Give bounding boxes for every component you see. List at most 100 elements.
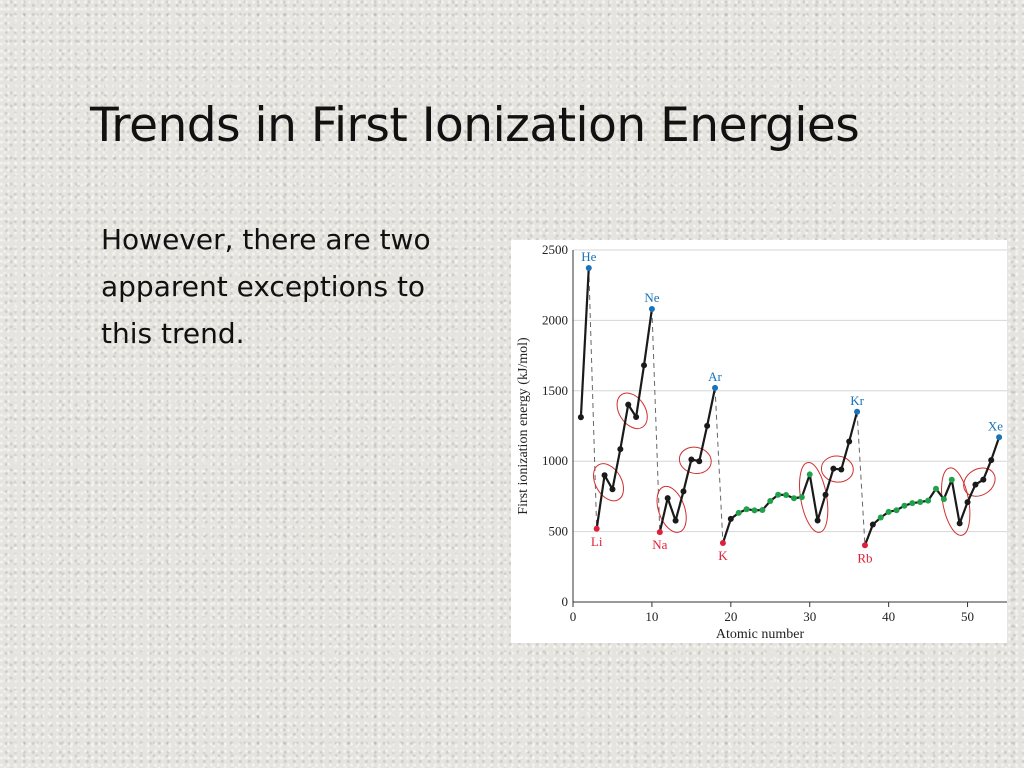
- y-tick-label: 2000: [542, 312, 568, 327]
- data-point: [719, 540, 726, 547]
- x-axis-label: Atomic number: [716, 627, 805, 642]
- element-label: K: [718, 548, 728, 563]
- data-point: [617, 446, 624, 453]
- exception-ring: [678, 446, 712, 475]
- data-point: [656, 529, 663, 536]
- data-point: [783, 491, 790, 498]
- series-line: [579, 267, 1001, 546]
- data-point: [948, 476, 955, 483]
- exception-rings: [593, 392, 996, 536]
- data-point: [727, 515, 734, 522]
- y-tick-label: 0: [562, 594, 569, 609]
- y-tick-label: 1000: [542, 453, 568, 468]
- data-point: [917, 499, 924, 506]
- element-label: Ar: [708, 369, 722, 384]
- data-point: [664, 495, 671, 502]
- exception-ring: [593, 463, 625, 502]
- data-point: [972, 481, 979, 488]
- data-point: [932, 485, 939, 492]
- data-point: [846, 438, 853, 445]
- series-segment: [595, 308, 653, 529]
- data-point: [775, 491, 782, 498]
- data-point: [838, 466, 845, 473]
- element-label: He: [581, 249, 596, 264]
- data-point: [696, 458, 703, 465]
- data-point: [767, 498, 774, 505]
- data-point: [593, 525, 600, 532]
- series-segment: [579, 267, 590, 418]
- data-point: [861, 542, 868, 549]
- data-point: [577, 414, 584, 421]
- exception-ring: [820, 455, 854, 483]
- exception-ring: [656, 485, 687, 533]
- data-point: [925, 497, 932, 504]
- x-tick-label: 10: [645, 609, 658, 624]
- ionization-energy-chart: 0 500 1000 1500 2000 2500 0 10 20 30 40 50 He Ne Ar Kr…: [511, 240, 1007, 643]
- element-label: Ne: [644, 290, 659, 305]
- x-tick-label: 30: [803, 609, 816, 624]
- data-point: [743, 506, 750, 513]
- x-tick-label: 40: [882, 609, 895, 624]
- gridlines: [573, 249, 1007, 533]
- data-point: [798, 494, 805, 501]
- drop-line: [588, 268, 598, 529]
- data-point: [688, 456, 695, 463]
- series-segment: [658, 387, 717, 533]
- x-tick-label: 20: [724, 609, 737, 624]
- exception-ring: [963, 467, 996, 497]
- data-point: [680, 488, 687, 495]
- data-point: [759, 507, 766, 514]
- data-point: [585, 265, 592, 272]
- y-axis-label: First ionization energy (kJ/mol): [516, 337, 531, 515]
- data-point: [601, 472, 608, 479]
- axes: 0 500 1000 1500 2000 2500 0 10 20 30 40 50: [542, 242, 1007, 624]
- data-point: [814, 517, 821, 524]
- data-point: [735, 509, 742, 516]
- data-point: [877, 514, 884, 521]
- data-point: [885, 508, 892, 515]
- y-tick-label: 1500: [542, 383, 568, 398]
- data-point: [609, 486, 616, 493]
- x-tick-label: 50: [961, 609, 974, 624]
- data-point: [712, 384, 719, 391]
- data-point: [901, 502, 908, 509]
- data-point: [909, 500, 916, 507]
- element-label: Rb: [857, 550, 872, 565]
- data-point: [996, 434, 1003, 441]
- data-point: [633, 413, 640, 420]
- data-point: [806, 471, 813, 478]
- element-label: Li: [591, 534, 603, 549]
- data-point: [869, 521, 876, 528]
- data-point: [893, 507, 900, 514]
- slide-title: Trends in First Ionization Energies: [90, 98, 860, 153]
- series-segment: [721, 411, 859, 544]
- data-point: [988, 457, 995, 464]
- data-point: [830, 465, 837, 472]
- data-point: [641, 362, 648, 369]
- x-tick-label: 0: [570, 609, 577, 624]
- body-text: However, there are two apparent exceptio…: [101, 223, 431, 350]
- data-points: [577, 265, 1003, 549]
- data-point: [822, 491, 829, 498]
- drop-line: [856, 411, 866, 546]
- data-point: [704, 422, 711, 429]
- drop-line: [651, 308, 661, 533]
- element-labels: He Ne Ar Kr Xe Li Na K Rb: [581, 249, 1003, 565]
- y-tick-label: 2500: [542, 242, 568, 257]
- data-point: [625, 401, 632, 408]
- element-label: Xe: [988, 418, 1003, 433]
- data-point: [672, 517, 679, 524]
- y-tick-label: 500: [549, 524, 569, 539]
- data-point: [790, 495, 797, 502]
- drop-line: [714, 387, 724, 544]
- data-point: [956, 520, 963, 527]
- data-point: [751, 507, 758, 514]
- data-point: [648, 305, 655, 312]
- data-point: [940, 496, 947, 503]
- data-point: [980, 476, 987, 483]
- exception-ring: [616, 392, 648, 430]
- data-point: [964, 499, 971, 506]
- element-label: Na: [652, 537, 667, 552]
- element-label: Kr: [850, 393, 864, 408]
- data-point: [854, 408, 861, 415]
